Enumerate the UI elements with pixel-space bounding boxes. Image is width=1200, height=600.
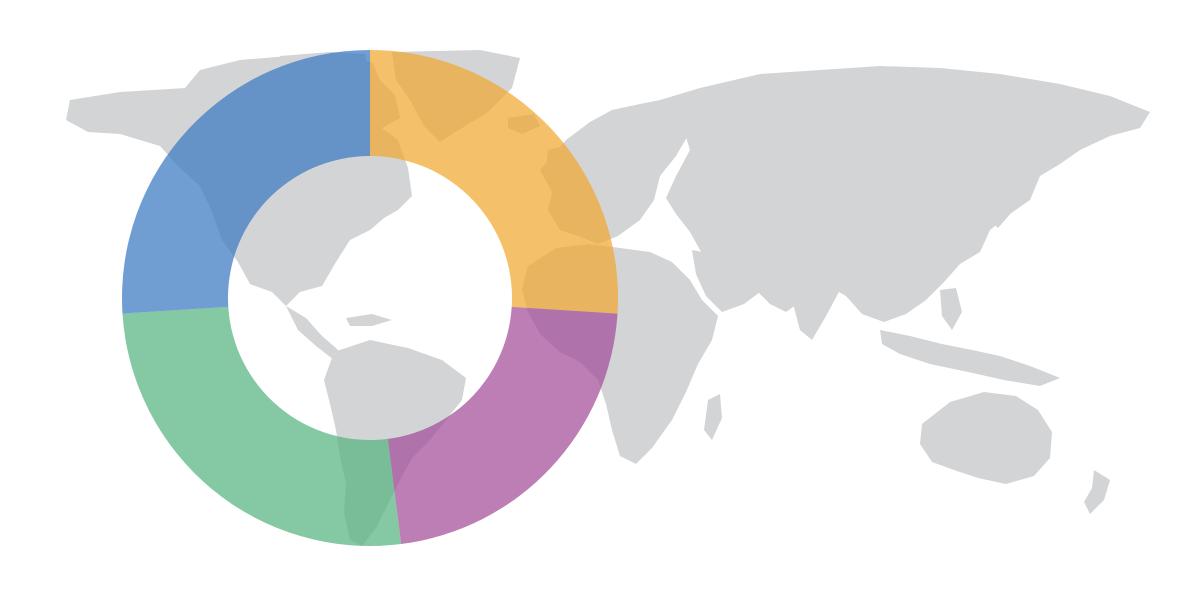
donut-slice-2 <box>388 307 618 544</box>
donut-slices <box>122 50 618 546</box>
donut-slice-3 <box>122 307 401 546</box>
donut-slice-1 <box>370 50 618 314</box>
donut-slice-4 <box>122 50 370 314</box>
